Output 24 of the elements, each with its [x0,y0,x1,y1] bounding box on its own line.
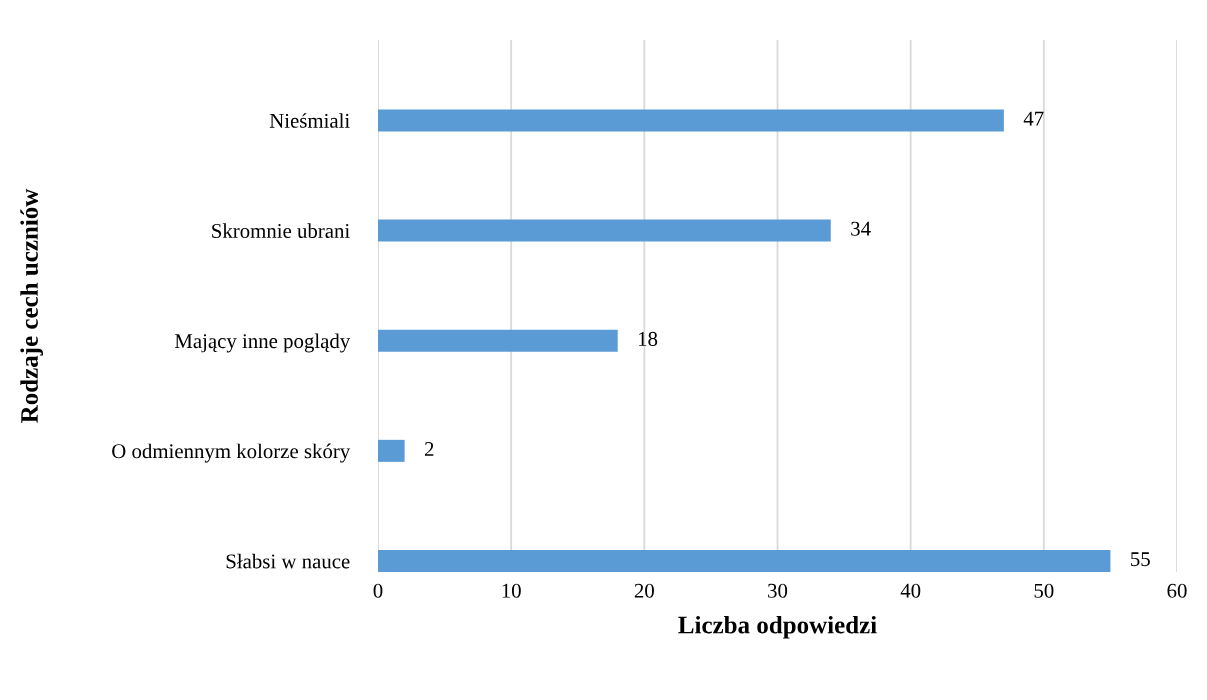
x-tick-label: 30 [768,583,788,598]
y-tick-label: O odmiennym kolorze skóry [112,443,351,463]
x-tick-label: 10 [502,583,521,598]
bar [378,439,405,462]
x-tick-label: 0 [373,583,383,598]
x-tick-label: 40 [900,583,921,598]
data-label: 2 [424,442,434,456]
x-tick-label: 20 [634,583,654,598]
bar [378,329,618,352]
y-tick-label: Słabsi w nauce [226,553,350,569]
y-axis-title: Rodzaje cech uczniów [20,188,43,423]
y-tick-label: Skromnie ubrani [212,223,350,238]
data-label: 34 [851,221,871,236]
x-tick-label: 60 [1167,583,1187,598]
bar [378,549,1111,572]
x-tick-label: 50 [1034,583,1054,598]
data-label: 47 [1023,111,1044,126]
bar [378,109,1004,132]
y-tick-label: Mający inne poglądy [174,333,351,353]
data-label: 18 [638,331,658,346]
data-label: 55 [1131,552,1150,567]
bar [378,219,831,242]
y-tick-label: Nieśmiali [269,113,350,128]
x-axis-title: Liczba odpowiedzi [678,615,877,639]
